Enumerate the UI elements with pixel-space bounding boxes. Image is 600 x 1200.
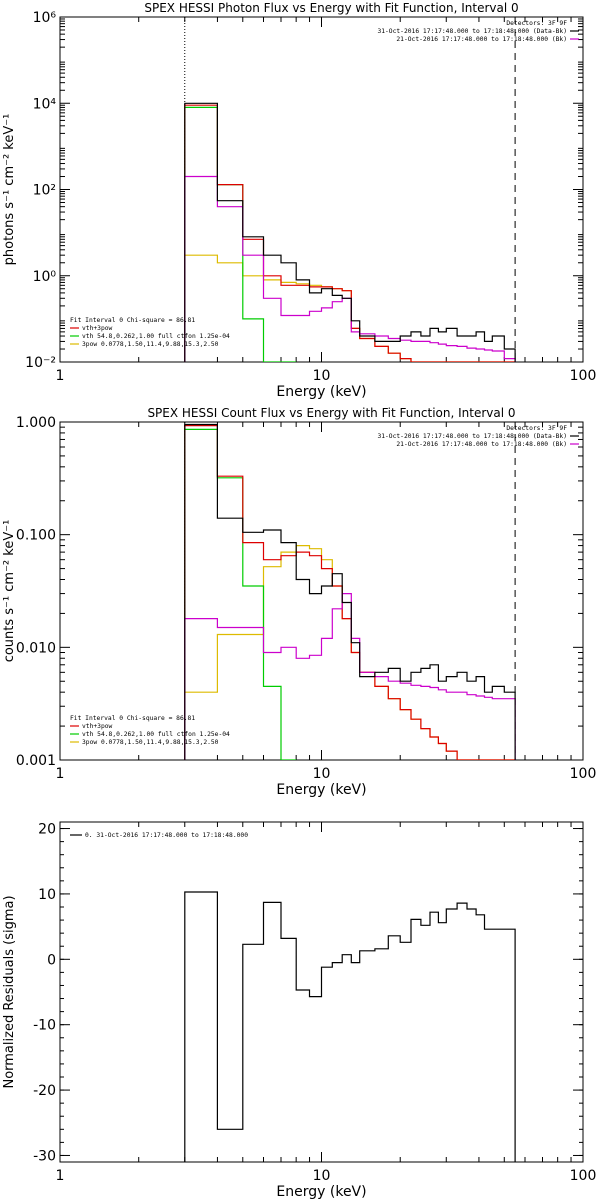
series-line-3 xyxy=(184,428,297,760)
legend-bottom-left-text: Fit Interval 0 Chi-square = 86.81 xyxy=(70,715,195,722)
legend-top-right-text: Detectors: 3F 9F xyxy=(506,20,567,27)
series-line-2 xyxy=(184,104,516,362)
y-tick-label: 0 xyxy=(47,952,56,968)
x-tick-label: 100 xyxy=(570,368,597,384)
series-line-0 xyxy=(184,891,516,1162)
x-tick-label: 1 xyxy=(56,766,65,782)
series-line-0 xyxy=(184,102,516,362)
y-tick-label: 0.001 xyxy=(16,753,56,769)
y-tick-label: 0.100 xyxy=(16,528,56,544)
x-tick-label: 10 xyxy=(313,1168,331,1184)
series-line-0 xyxy=(184,423,516,760)
y-tick-label: 0.010 xyxy=(16,640,56,656)
y-tick-label: 10⁴ xyxy=(33,96,57,112)
series-line-1 xyxy=(184,593,516,760)
chart-panel-1: SPEX HESSI Count Flux vs Energy with Fit… xyxy=(2,406,596,798)
y-tick-label: 10² xyxy=(33,183,56,199)
legend-bottom-left-text: 3pow 0.0778,1.50,11.4,9.88,15.3,2.50 xyxy=(82,341,219,348)
y-tick-label: -20 xyxy=(33,1083,56,1099)
legend-bottom-left-text: 3pow 0.0778,1.50,11.4,9.88,15.3,2.50 xyxy=(82,739,219,746)
x-tick-label: 1 xyxy=(56,1168,65,1184)
legend-top-left-text: 0. 31-Oct-2016 17:17:48.000 to 17:18:48.… xyxy=(85,832,248,839)
y-tick-label: 10⁶ xyxy=(33,10,57,26)
series-line-3 xyxy=(184,106,297,362)
x-tick-label: 1 xyxy=(56,368,65,384)
chart-title: SPEX HESSI Count Flux vs Energy with Fit… xyxy=(147,406,515,420)
legend-bottom-left-text: vth 54.8,0.262,1.00 full ctfon 1.25e-04 xyxy=(82,333,230,340)
y-tick-label: -30 xyxy=(33,1148,56,1164)
legend-bottom-left-text: vth 54.8,0.262,1.00 full ctfon 1.25e-04 xyxy=(82,731,230,738)
legend-top-right-text: Detectors: 3F 9F xyxy=(506,425,567,432)
legend-top-right-text: 31-Oct-2016 17:17:48.000 to 17:18:48.000… xyxy=(377,433,567,440)
series-line-1 xyxy=(184,175,516,362)
legend-bottom-left-text: Fit Interval 0 Chi-square = 86.81 xyxy=(70,317,195,324)
x-axis-label: Energy (keV) xyxy=(276,384,366,400)
y-tick-label: 1.000 xyxy=(16,415,56,431)
x-tick-label: 100 xyxy=(570,766,597,782)
series-line-2 xyxy=(184,425,516,760)
x-axis-label: Energy (keV) xyxy=(276,1184,366,1200)
y-tick-label: 20 xyxy=(38,822,56,838)
y-axis-label: photons s⁻¹ cm⁻² keV⁻¹ xyxy=(2,114,17,266)
chart-title: SPEX HESSI Photon Flux vs Energy with Fi… xyxy=(144,1,518,15)
y-axis-label: Normalized Residuals (sigma) xyxy=(2,895,17,1088)
y-tick-label: 10⁰ xyxy=(33,269,57,285)
series-line-4 xyxy=(184,545,516,760)
legend-bottom-left-text: vth+3pow xyxy=(82,723,113,730)
legend-top-right-text: 31-Oct-2016 17:17:48.000 to 17:18:48.000… xyxy=(377,28,567,35)
x-axis-label: Energy (keV) xyxy=(276,782,366,798)
legend-bottom-left-text: vth+3pow xyxy=(82,325,113,332)
x-tick-label: 10 xyxy=(313,766,331,782)
legend-top-right-text: 21-Oct-2016 17:17:48.000 to 17:18:48.000… xyxy=(396,441,567,448)
y-tick-label: -10 xyxy=(33,1018,56,1034)
chart-panel-0: SPEX HESSI Photon Flux vs Energy with Fi… xyxy=(2,1,596,400)
y-tick-label: 10⁻² xyxy=(25,355,56,371)
x-tick-label: 10 xyxy=(313,368,331,384)
chart-panel-2: 1 10 100 -30 -20 -10 0 10 20 Energy (keV) Normaliz… xyxy=(2,821,597,1200)
legend-top-right-text: 21-Oct-2016 17:17:48.000 to 17:18:48.000… xyxy=(396,36,567,43)
x-tick-label: 100 xyxy=(570,1168,597,1184)
y-tick-label: 10 xyxy=(38,887,56,903)
y-axis-label: counts s⁻¹ cm⁻² keV⁻¹ xyxy=(2,520,17,663)
